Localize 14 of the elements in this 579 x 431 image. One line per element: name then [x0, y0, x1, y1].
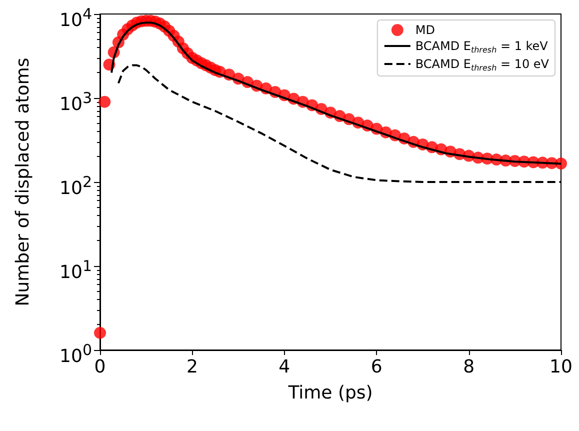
x-tick-label: 0	[94, 356, 106, 378]
y-tick-label: 10$^{3}$	[60, 88, 92, 115]
y-axis-title: Number of displaced atoms	[12, 58, 34, 306]
y-tick-label: 10$^{1}$	[60, 256, 92, 283]
x-tick-label: 6	[370, 356, 382, 378]
y-tick-label: 10$^{4}$	[60, 4, 92, 31]
x-tick-label: 10	[550, 356, 572, 378]
y-tick-label: 10$^{0}$	[60, 340, 92, 367]
x-tick-label: 4	[278, 356, 290, 378]
x-tick-label: 8	[463, 356, 475, 378]
y-tick-label: 10$^{2}$	[60, 172, 92, 199]
x-axis-title: Time (ps)	[287, 382, 373, 404]
x-tick-label: 2	[186, 356, 198, 378]
legend-label: MD	[415, 23, 435, 37]
